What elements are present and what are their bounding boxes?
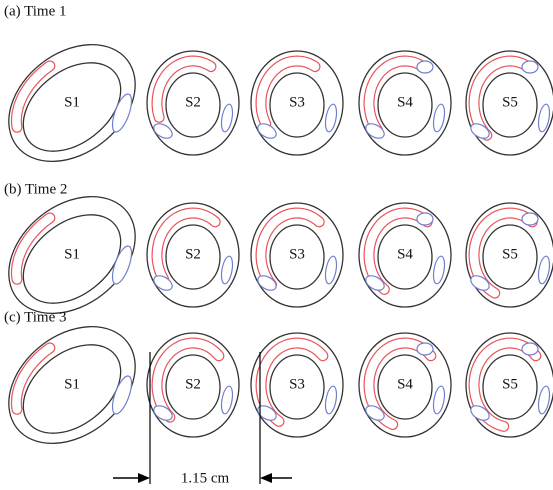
arrow-head	[138, 473, 150, 483]
blue-region	[432, 385, 447, 414]
slice-label: S2	[185, 94, 201, 110]
blue-region	[220, 385, 235, 414]
shapes	[0, 21, 553, 468]
slice-label: S1	[64, 246, 80, 262]
blue-region	[109, 374, 136, 416]
row-label: (c) Time 3	[4, 309, 67, 325]
scale-label: 1.15 cm	[181, 470, 230, 486]
blue-region	[109, 92, 136, 134]
figure: 1.15 cm (a) Time 1 S1 S2 S3 S4 S5 (b) Time 2 S1…	[0, 0, 553, 490]
slice-label: S5	[502, 246, 518, 262]
slice-label: S4	[397, 246, 413, 262]
slice-label: S3	[289, 246, 305, 262]
blue-region	[522, 213, 538, 225]
blue-region	[324, 255, 339, 284]
blue-region	[432, 103, 447, 132]
blue-region	[522, 61, 538, 73]
slice-label: S1	[64, 94, 80, 110]
blue-region	[324, 385, 339, 414]
slice-label: S5	[502, 94, 518, 110]
blue-region	[432, 255, 447, 284]
red-region-inner	[261, 61, 315, 124]
slice-label: S3	[289, 94, 305, 110]
blue-region	[417, 61, 433, 73]
row-label: (a) Time 1	[4, 3, 67, 19]
blue-region	[522, 343, 538, 355]
slice-label: S2	[185, 376, 201, 392]
red-region	[157, 61, 211, 117]
row-label: (b) Time 2	[4, 181, 67, 197]
slice-label: S5	[502, 376, 518, 392]
arrow-head	[260, 473, 272, 483]
blue-region	[324, 103, 339, 132]
slice-label: S1	[64, 376, 80, 392]
blue-region	[220, 255, 235, 284]
blue-region	[109, 244, 136, 286]
blue-region	[220, 103, 235, 132]
red-region-inner	[474, 61, 528, 135]
slice-label: S4	[397, 376, 413, 392]
slice-label: S3	[289, 376, 305, 392]
slice-label: S2	[185, 246, 201, 262]
blue-region	[417, 213, 433, 225]
slice-label: S4	[397, 94, 413, 110]
blue-region	[417, 343, 433, 355]
